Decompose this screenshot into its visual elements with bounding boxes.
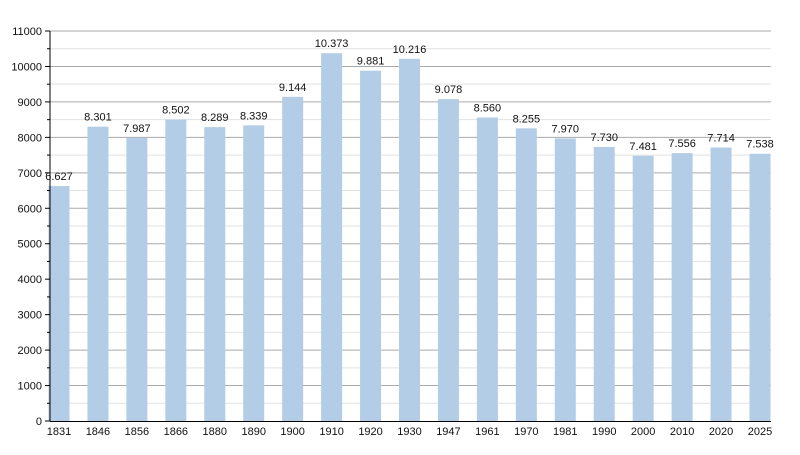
y-tick-label: 7000 xyxy=(18,168,42,180)
x-tick-label: 2025 xyxy=(748,426,772,438)
bar-1947 xyxy=(437,99,459,421)
x-tick-label: 2020 xyxy=(709,426,733,438)
x-tick-label: 2010 xyxy=(670,426,694,438)
bar-1846 xyxy=(87,126,109,421)
x-tick-label: 1990 xyxy=(592,426,616,438)
labels: 0 1000 2000 3000 4000 5000 6000 7000 8000 9000 100… xyxy=(11,26,773,438)
bar-1990 xyxy=(593,146,615,421)
bar-2025 xyxy=(749,153,771,421)
data-label: 6.627 xyxy=(45,171,73,183)
data-label: 8.255 xyxy=(513,113,541,125)
bar-1856 xyxy=(126,137,148,422)
y-tick-label: 4000 xyxy=(18,274,42,286)
y-tick-label: 0 xyxy=(36,416,42,428)
x-tick-label: 1900 xyxy=(280,426,304,438)
data-label: 7.481 xyxy=(629,141,657,153)
x-tick-label: 1846 xyxy=(86,426,110,438)
x-tick-label: 1947 xyxy=(436,426,460,438)
data-label: 9.144 xyxy=(279,82,307,94)
y-tick-label: 3000 xyxy=(18,310,42,322)
bar-2000 xyxy=(632,155,654,422)
data-label: 10.216 xyxy=(393,44,427,56)
bar-1866 xyxy=(165,119,187,421)
x-tick-label: 1910 xyxy=(319,426,343,438)
data-label: 7.987 xyxy=(123,123,151,135)
bar-1910 xyxy=(321,53,343,421)
y-tick-label: 1000 xyxy=(18,381,42,393)
x-tick-label: 1970 xyxy=(514,426,538,438)
data-label: 8.301 xyxy=(84,112,112,124)
data-label: 8.289 xyxy=(201,112,229,124)
bar-2020 xyxy=(710,147,732,421)
data-label: 8.502 xyxy=(162,105,190,117)
axes xyxy=(45,30,771,422)
x-tick-label: 1981 xyxy=(553,426,577,438)
bars xyxy=(48,53,771,422)
data-label: 7.714 xyxy=(707,133,735,145)
bar-1880 xyxy=(204,127,226,421)
data-label: 7.556 xyxy=(668,138,696,150)
bar-1981 xyxy=(554,138,576,421)
x-tick-label: 1930 xyxy=(397,426,421,438)
bar-1900 xyxy=(282,96,304,421)
x-tick-label: 1961 xyxy=(475,426,499,438)
data-label: 7.970 xyxy=(552,123,580,135)
bar-1831 xyxy=(48,186,70,421)
data-label: 7.538 xyxy=(746,139,774,151)
bar-1930 xyxy=(399,58,420,422)
bar-2010 xyxy=(671,153,693,421)
y-tick-label: 10000 xyxy=(11,61,42,73)
bar-1961 xyxy=(476,117,498,421)
x-tick-label: 1866 xyxy=(164,426,188,438)
y-tick-label: 8000 xyxy=(18,132,42,144)
x-tick-label: 1890 xyxy=(241,426,265,438)
bar-1970 xyxy=(515,128,537,421)
data-label: 9.078 xyxy=(435,84,463,96)
bar-1920 xyxy=(360,70,382,421)
x-tick-label: 1856 xyxy=(125,426,149,438)
x-tick-label: 1920 xyxy=(358,426,382,438)
data-label: 7.730 xyxy=(590,132,618,144)
x-tick-label: 1831 xyxy=(47,426,71,438)
data-label: 8.560 xyxy=(474,103,502,115)
y-tick-label: 6000 xyxy=(18,203,42,215)
y-tick-label: 11000 xyxy=(12,26,42,38)
bar-1890 xyxy=(243,125,265,421)
x-tick-label: 2000 xyxy=(631,426,655,438)
data-label: 9.881 xyxy=(357,56,385,68)
y-tick-label: 2000 xyxy=(18,345,42,357)
y-tick-label: 9000 xyxy=(18,97,42,109)
data-label: 8.339 xyxy=(240,110,268,122)
data-label: 10.373 xyxy=(315,38,349,50)
x-tick-label: 1880 xyxy=(203,426,227,438)
y-tick-label: 5000 xyxy=(18,239,42,251)
